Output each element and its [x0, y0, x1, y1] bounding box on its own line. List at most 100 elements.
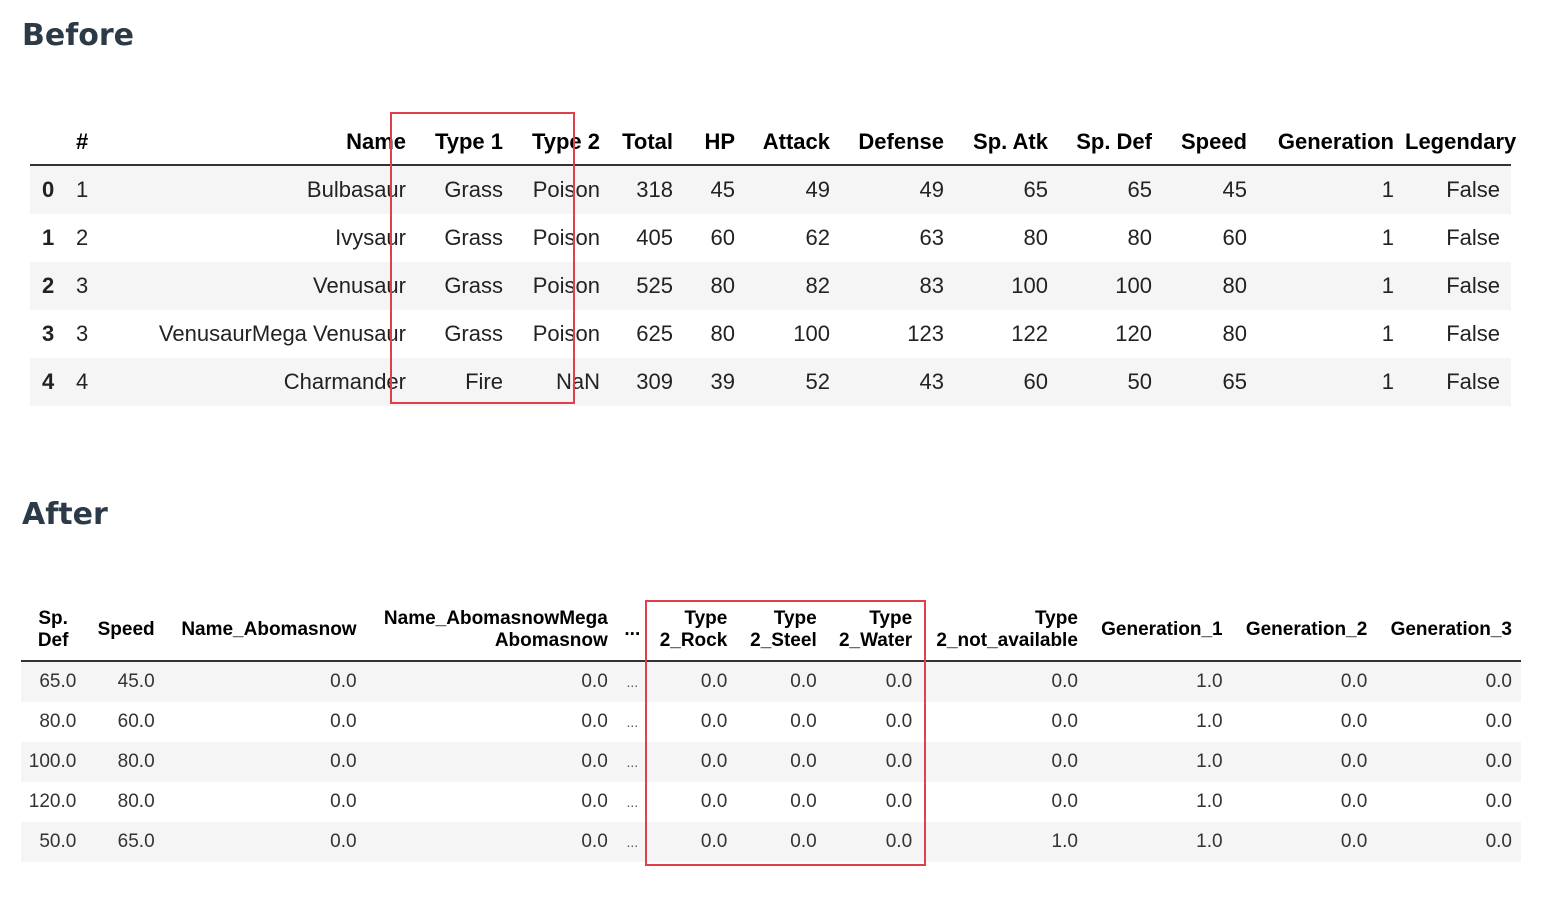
table-cell: ...	[626, 794, 639, 810]
table-cell: 0.0	[1340, 671, 1368, 692]
table-cell: 0.0	[1051, 791, 1078, 812]
table-cell: 2	[76, 225, 89, 250]
table-cell: 0.0	[1485, 751, 1512, 772]
table-cell: 0.0	[885, 671, 913, 692]
after-heading: After	[22, 497, 108, 532]
table-cell: 0.0	[1485, 791, 1512, 812]
table-cell: Bulbasaur	[306, 177, 406, 202]
table-cell: False	[1446, 177, 1500, 202]
table-cell: 0.0	[700, 751, 728, 772]
table-cell: 0.0	[581, 671, 608, 692]
column-header: Speed	[1163, 120, 1258, 166]
table-cell: 80	[1222, 321, 1247, 346]
table-cell: 625	[636, 321, 673, 346]
table-cell: 80.0	[117, 751, 155, 772]
before-heading: Before	[22, 18, 135, 53]
table-cell: 1	[42, 225, 55, 250]
table-cell: 80	[1222, 273, 1247, 298]
table-cell: Poison	[532, 225, 600, 250]
table-cell: 1.0	[1051, 831, 1078, 852]
table-cell: 1.0	[1196, 831, 1223, 852]
table-cell: 318	[636, 177, 673, 202]
table-cell: 525	[636, 273, 673, 298]
table-cell: 3	[76, 273, 89, 298]
column-header: Generation_2	[1231, 600, 1377, 662]
column-header	[30, 120, 70, 166]
before-header-row: # Name Type 1 Type 2 Total HP Attack Def…	[30, 120, 1516, 166]
table-cell: ...	[626, 674, 639, 690]
table-cell: 2	[42, 273, 55, 298]
table-cell: 0.0	[1051, 711, 1078, 732]
table-cell: 0.0	[1485, 671, 1512, 692]
table-cell: Grass	[444, 321, 503, 346]
table-cell: 1.0	[1196, 711, 1223, 732]
column-header: ...	[616, 600, 648, 662]
table-cell: 3	[76, 321, 89, 346]
table-cell: ...	[626, 834, 639, 850]
table-cell: ...	[626, 754, 639, 770]
table-cell: 0.0	[1051, 751, 1078, 772]
table-cell: Poison	[532, 321, 600, 346]
table-cell: 1.0	[1196, 751, 1223, 772]
column-header: Type 2_Water	[825, 600, 922, 662]
table-cell: 80.0	[39, 711, 77, 732]
table-cell: Grass	[444, 177, 503, 202]
column-header: HP	[684, 120, 746, 166]
table-cell: 60	[710, 225, 735, 250]
table-cell: 1	[1381, 369, 1394, 394]
table-cell: ...	[626, 714, 639, 730]
table-cell: 0.0	[790, 831, 817, 852]
table-cell: 405	[636, 225, 673, 250]
table-cell: 120	[1115, 321, 1152, 346]
table-cell: 0.0	[790, 791, 817, 812]
column-header: Generation_1	[1086, 600, 1232, 662]
table-cell: 0.0	[1051, 671, 1078, 692]
table-cell: 82	[805, 273, 830, 298]
table-cell: 1.0	[1196, 791, 1223, 812]
table-cell: 0.0	[700, 711, 728, 732]
table-cell: 39	[710, 369, 735, 394]
column-header: Type 1	[417, 120, 514, 166]
table-cell: 0.0	[700, 831, 728, 852]
column-header: Type 2_Steel	[736, 600, 826, 662]
column-header: Total	[611, 120, 684, 166]
column-header: Generation	[1258, 120, 1405, 166]
table-cell: 0.0	[1340, 751, 1368, 772]
column-header: Type 2	[514, 120, 611, 166]
column-header: Type 2_not_available	[921, 600, 1087, 662]
table-cell: 120.0	[28, 791, 77, 812]
column-header: Sp. Def	[1059, 120, 1163, 166]
table-cell: 52	[805, 369, 830, 394]
table-cell: 100.0	[28, 751, 77, 772]
after-header-row: Sp. Def Speed Name_Abomasnow Name_Abomas…	[21, 600, 1521, 662]
table-cell: 0.0	[790, 751, 817, 772]
table-cell: 60	[1023, 369, 1048, 394]
table-cell: False	[1446, 273, 1500, 298]
table-cell: 50	[1127, 369, 1152, 394]
table-cell: False	[1446, 225, 1500, 250]
table-cell: 80	[710, 273, 735, 298]
table-cell: 0.0	[700, 791, 728, 812]
column-header: Generation_3	[1376, 600, 1521, 662]
table-cell: 65.0	[39, 671, 77, 692]
table-cell: 65	[1222, 369, 1247, 394]
column-header: Legendary	[1405, 120, 1516, 166]
table-cell: 0.0	[790, 671, 817, 692]
table-cell: 65	[1023, 177, 1048, 202]
table-cell: 4	[42, 369, 55, 394]
table-row: 120.0 80.0 0.0 0.0... 0.0 0.0 0.0 0.0 1.0 0.0 0.0	[21, 782, 1521, 822]
column-header: Type 2_Rock	[647, 600, 737, 662]
table-row: 0 1 Bulbasaur Grass Poison 318 45 49 49 65 65 45 1 Fa…	[30, 165, 1511, 214]
table-cell: Poison	[532, 273, 600, 298]
table-row: 4 4 Charmander Fire NaN 309 39 52 43 60 50 65 1 False	[30, 358, 1511, 406]
table-cell: 0.0	[330, 751, 357, 772]
table-cell: 0.0	[885, 791, 913, 812]
table-row: 65.0 45.0 0.0 0.0... 0.0 0.0 0.0 0.0 1.0 0.0 0.0	[21, 661, 1521, 702]
table-cell: VenusaurMega Venusaur	[158, 321, 406, 346]
column-header: #	[70, 120, 108, 166]
table-cell: 0.0	[330, 791, 357, 812]
column-header: Name_AbomasnowMega Abomasnow	[365, 600, 617, 662]
table-cell: Poison	[532, 177, 600, 202]
table-cell: 1	[1381, 225, 1394, 250]
table-cell: 49	[805, 177, 830, 202]
